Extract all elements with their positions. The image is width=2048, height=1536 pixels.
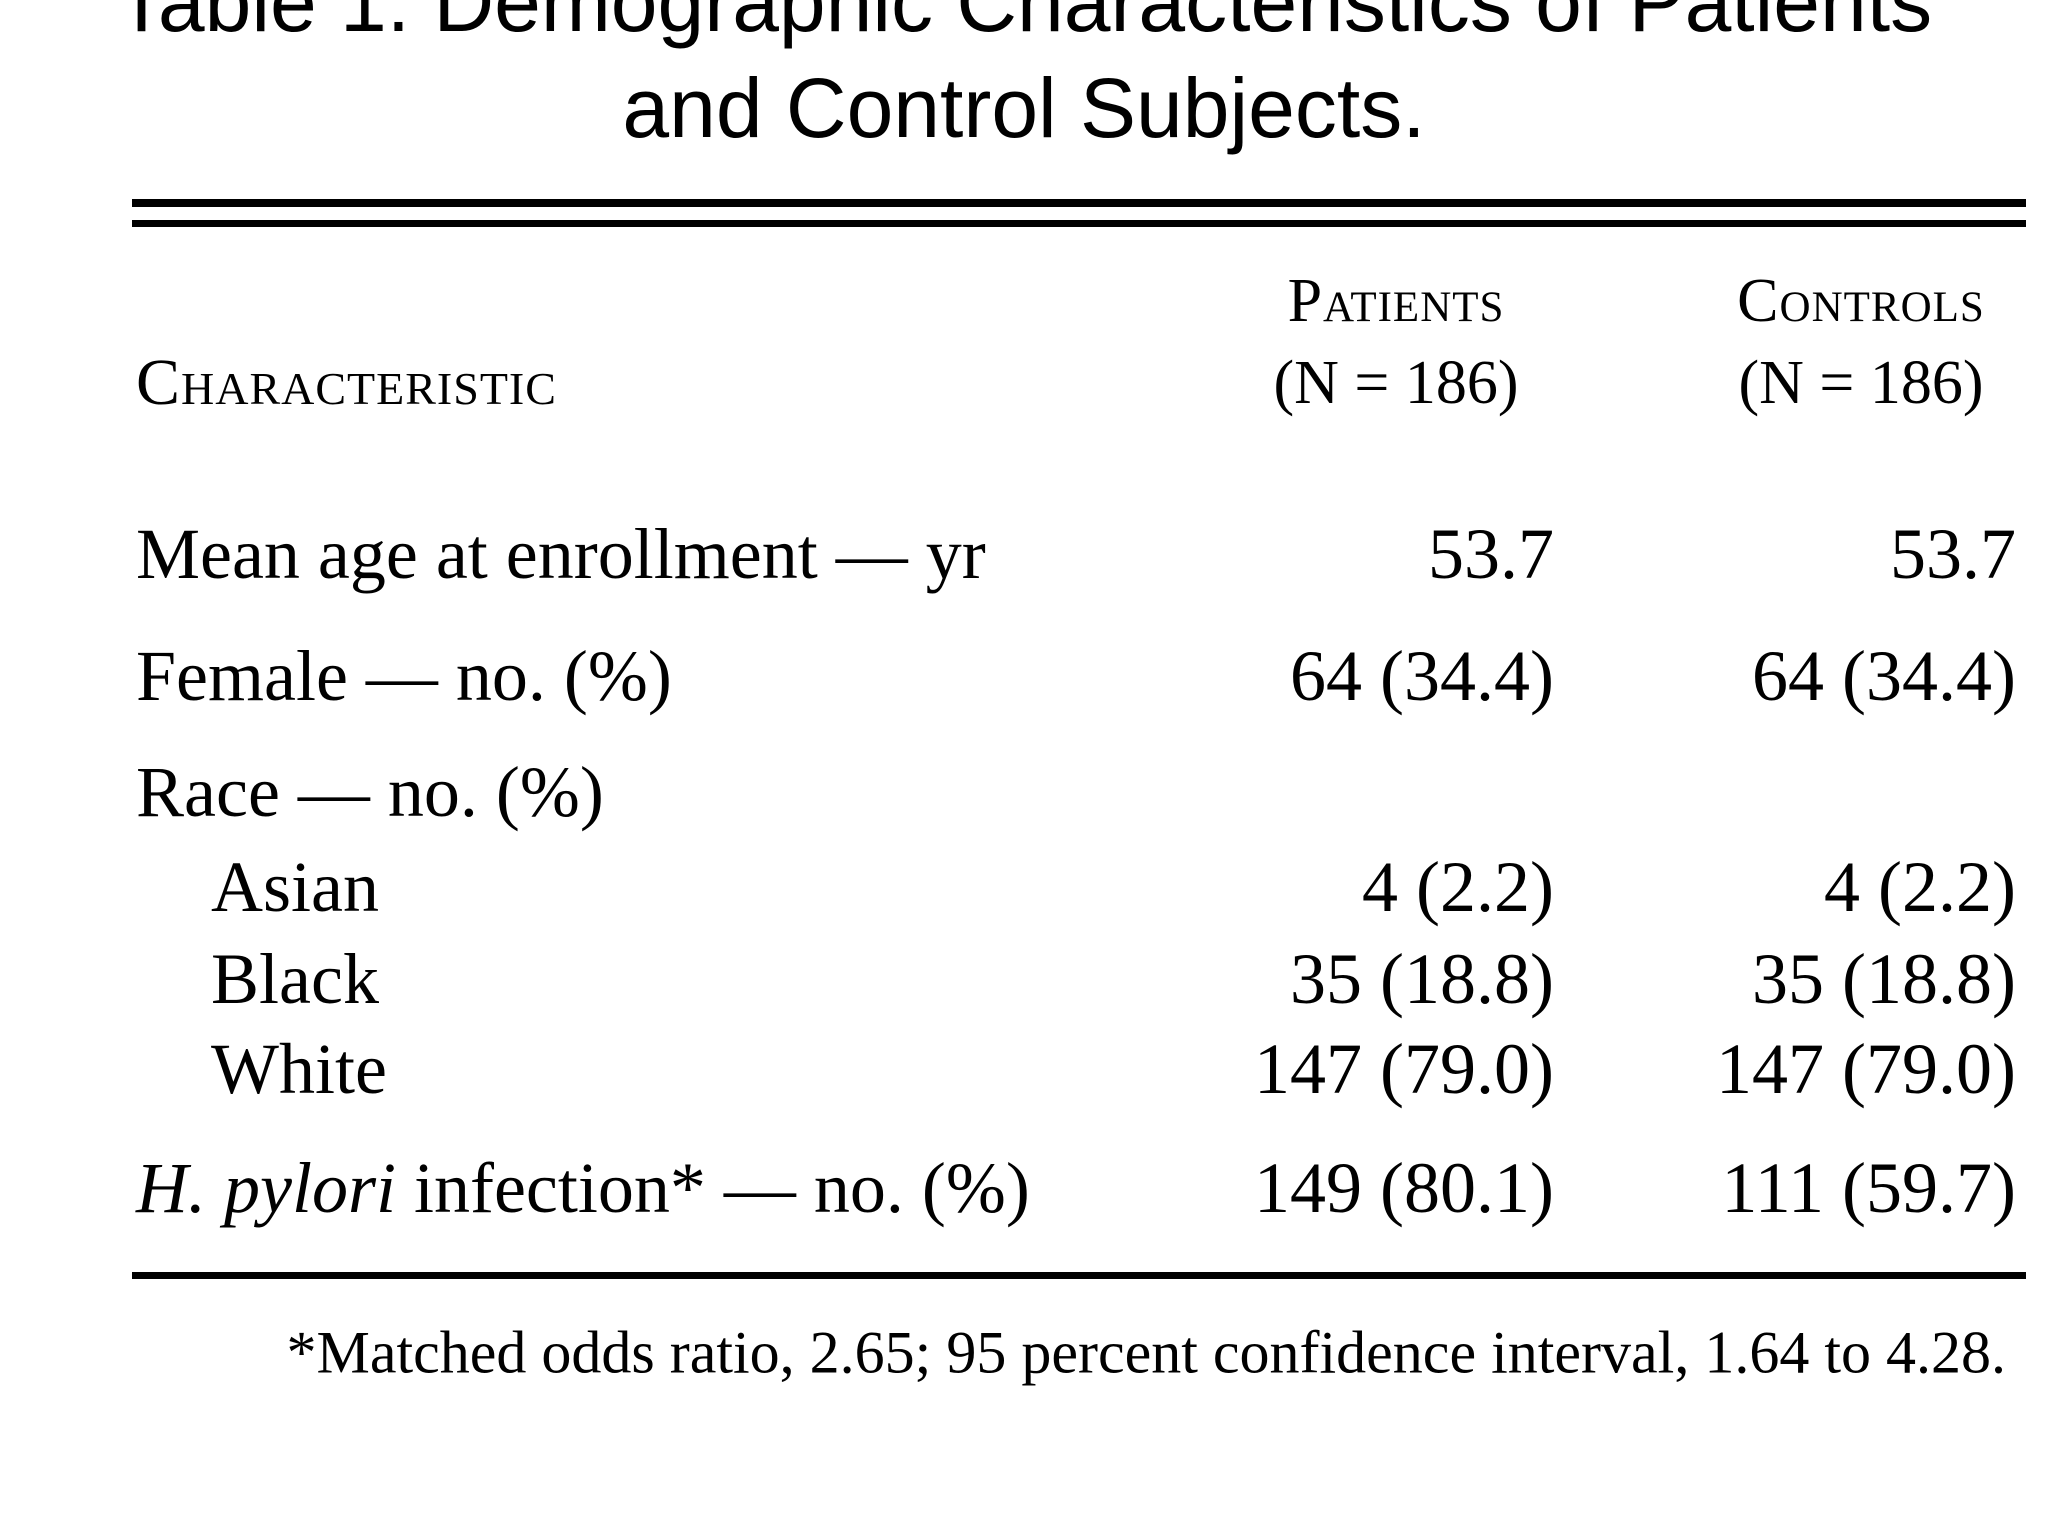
cell-value: 4 (2.2): [1824, 847, 2016, 927]
row-label: Mean age at enrollment — yr: [136, 518, 986, 590]
cell-value: 147 (79.0): [1716, 1029, 2016, 1109]
table-title: Table 1. Demographic Characteristics of …: [115, 0, 1933, 49]
cell-value: 4 (2.2): [1362, 847, 1554, 927]
column-header: (N = 186): [1273, 349, 1519, 417]
row-label: White: [211, 1033, 387, 1105]
cell-value: 149 (80.1): [1254, 1148, 1554, 1228]
cell-value: 35 (18.8): [1290, 939, 1554, 1019]
column-header: Controls: [1737, 267, 1985, 335]
column-header: (N = 186): [1738, 349, 1984, 417]
cell-value: 53.7: [1428, 514, 1554, 594]
cell-value: 64 (34.4): [1290, 636, 1554, 716]
row-label-text: White: [211, 1029, 387, 1109]
row-label-text: Asian: [211, 847, 379, 927]
cell-value: 111 (59.7): [1721, 1148, 2016, 1228]
cell-value: 147 (79.0): [1254, 1029, 1554, 1109]
cell-value: 35 (18.8): [1752, 939, 2016, 1019]
row-label-text: Race — no. (%): [136, 752, 604, 832]
rule: [132, 199, 2026, 207]
rule: [132, 1272, 2026, 1279]
row-label: Asian: [211, 851, 379, 923]
row-label: Race — no. (%): [136, 756, 604, 828]
rule: [132, 220, 2026, 227]
column-header: Patients: [1287, 267, 1505, 335]
cell-value: 53.7: [1890, 514, 2016, 594]
row-label: Black: [211, 943, 379, 1015]
row-label-text: infection* — no. (%): [395, 1148, 1030, 1228]
row-label: Female — no. (%): [136, 640, 672, 712]
table-title: and Control Subjects.: [622, 61, 1426, 155]
row-label-text: Female — no. (%): [136, 636, 672, 716]
row-label-text: Black: [211, 939, 379, 1019]
cell-value: 64 (34.4): [1752, 636, 2016, 716]
row-label-italic: H. pylori: [136, 1148, 396, 1228]
row-label-text: Mean age at enrollment — yr: [136, 514, 986, 594]
column-header: Characteristic: [136, 346, 557, 419]
row-label: H. pylori infection* — no. (%): [136, 1152, 1030, 1224]
footnote: *Matched odds ratio, 2.65; 95 percent co…: [286, 1319, 2006, 1386]
